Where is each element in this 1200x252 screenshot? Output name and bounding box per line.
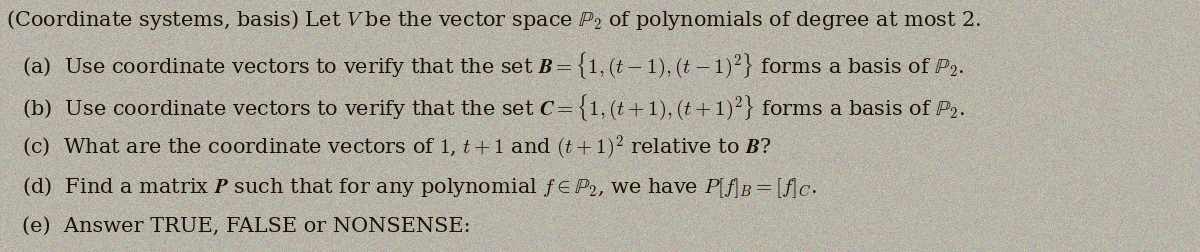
Text: (Coordinate systems, basis) Let $V$ be the vector space $\mathbb{P}_2$ of polyno: (Coordinate systems, basis) Let $V$ be t… bbox=[6, 8, 982, 32]
Text: (d)  Find a matrix $\boldsymbol{P}$ such that for any polynomial $f \in \mathbb{: (d) Find a matrix $\boldsymbol{P}$ such … bbox=[22, 175, 816, 200]
Text: (c)  What are the coordinate vectors of $1$, $t+1$ and $(t+1)^2$ relative to $\b: (c) What are the coordinate vectors of $… bbox=[22, 134, 772, 162]
Text: (e)  Answer TRUE, FALSE or NONSENSE:: (e) Answer TRUE, FALSE or NONSENSE: bbox=[22, 217, 470, 236]
Text: (b)  Use coordinate vectors to verify that the set $\boldsymbol{C} = \{1, (t+1),: (b) Use coordinate vectors to verify tha… bbox=[22, 92, 965, 122]
Text: (a)  Use coordinate vectors to verify that the set $\boldsymbol{B} = \{1, (t-1),: (a) Use coordinate vectors to verify tha… bbox=[22, 50, 964, 81]
